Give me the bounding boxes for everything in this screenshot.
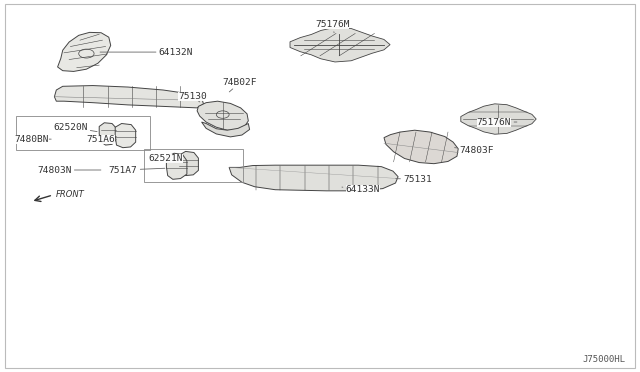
Text: 74803F: 74803F <box>454 146 494 155</box>
Text: 75131: 75131 <box>396 175 432 184</box>
Polygon shape <box>54 86 204 108</box>
Polygon shape <box>384 130 458 164</box>
Polygon shape <box>229 165 398 191</box>
Polygon shape <box>99 123 116 145</box>
Text: 62520N: 62520N <box>53 123 97 132</box>
Text: 64133N: 64133N <box>342 185 380 194</box>
Text: 751A7: 751A7 <box>109 166 165 174</box>
Text: 7480BN: 7480BN <box>14 135 51 144</box>
Polygon shape <box>202 122 250 137</box>
Text: 75176M: 75176M <box>315 20 349 33</box>
Polygon shape <box>179 151 198 176</box>
Polygon shape <box>115 124 136 148</box>
Text: 75130: 75130 <box>178 92 207 102</box>
Polygon shape <box>58 32 111 71</box>
Text: 75176N: 75176N <box>477 118 517 126</box>
Polygon shape <box>290 27 390 62</box>
Text: FRONT: FRONT <box>56 190 84 199</box>
Text: J75000HL: J75000HL <box>583 355 626 364</box>
Polygon shape <box>461 104 536 134</box>
Text: 74B02F: 74B02F <box>223 78 257 92</box>
Text: 64132N: 64132N <box>100 48 193 57</box>
Polygon shape <box>197 101 248 130</box>
Text: 62521N: 62521N <box>148 154 183 163</box>
Text: 74803N: 74803N <box>37 166 101 174</box>
Text: 751A6: 751A6 <box>86 135 116 144</box>
Polygon shape <box>166 153 187 179</box>
